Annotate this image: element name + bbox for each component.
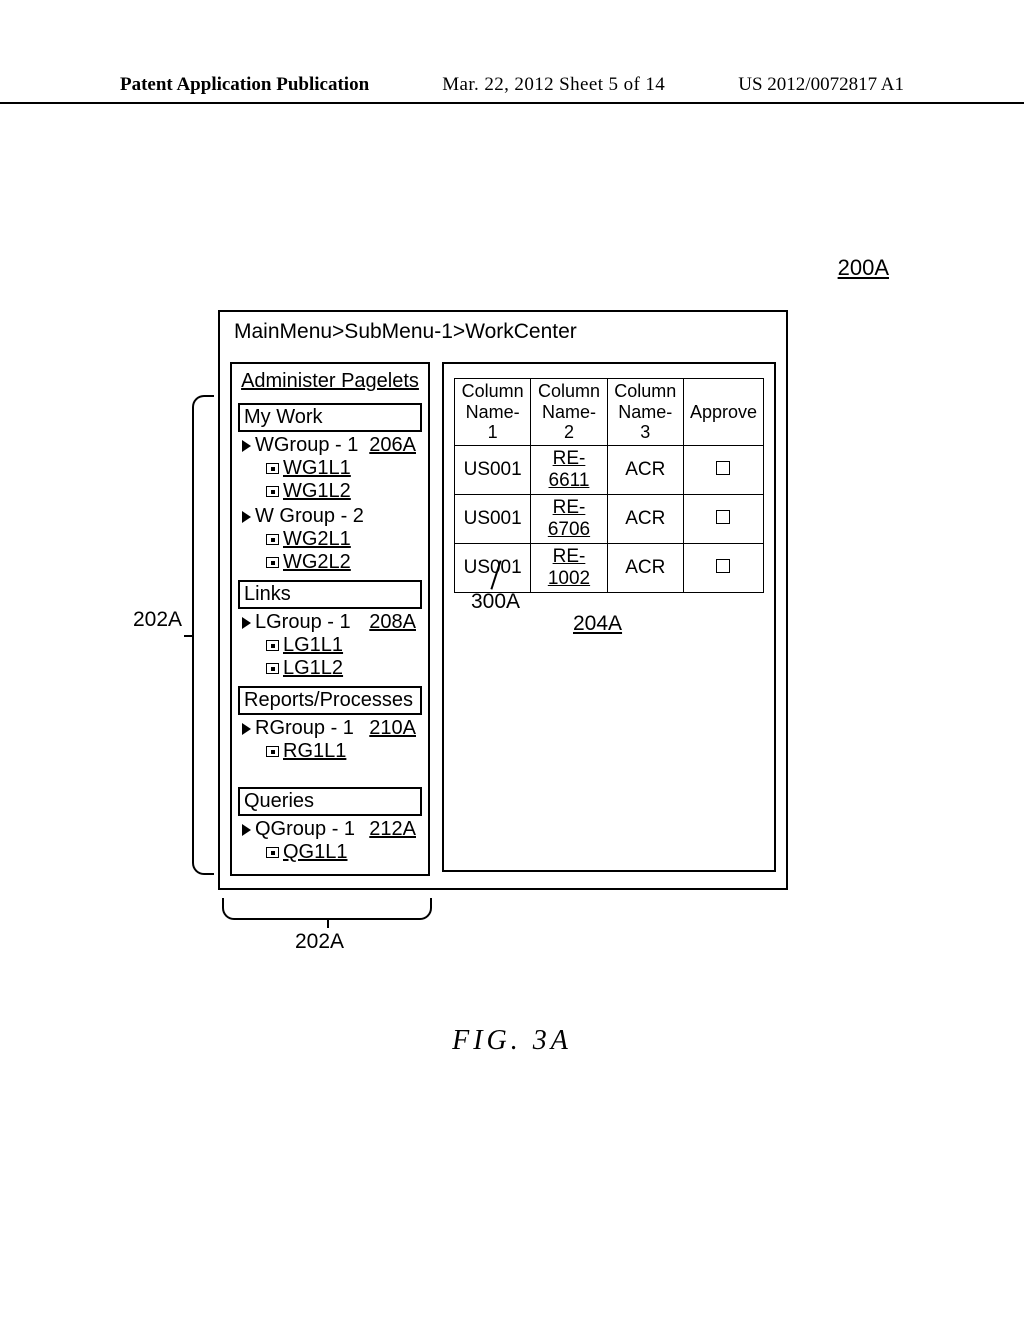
leaf-label: WG1L2	[283, 480, 351, 502]
leaf-label: WG2L1	[283, 528, 351, 550]
group-label: LGroup - 1	[255, 611, 351, 633]
group-qgroup-1[interactable]: QGroup - 1 212A	[238, 816, 422, 841]
ref-212a: 212A	[369, 818, 416, 841]
expand-icon	[242, 723, 251, 735]
breadcrumb[interactable]: MainMenu>SubMenu-1>WorkCenter	[220, 312, 786, 362]
expand-icon	[242, 440, 251, 452]
leaf-qg1l1[interactable]: QG1L1	[238, 841, 422, 864]
col-header-3: Column Name-3	[607, 379, 683, 446]
ref-202a-bottom: 202A	[295, 930, 344, 954]
leaf-label: WG1L1	[283, 457, 351, 479]
leaf-wg2l1[interactable]: WG2L1	[238, 528, 422, 551]
cell-c3: ACR	[607, 446, 683, 495]
ref-206a: 206A	[369, 434, 416, 457]
leaf-label: WG2L2	[283, 551, 351, 573]
group-label: WGroup - 1	[255, 434, 358, 456]
panels-row: Administer Pagelets My Work WGroup - 1 2…	[220, 362, 786, 876]
brace-left-icon	[192, 395, 214, 875]
item-icon	[266, 746, 279, 757]
ref-208a: 208A	[369, 611, 416, 634]
table-row: US001 RE-6611 ACR	[455, 446, 764, 495]
group-label: W Group - 2	[255, 505, 364, 527]
section-header-mywork[interactable]: My Work	[238, 403, 422, 432]
cell-c3: ACR	[607, 495, 683, 544]
group-label: RGroup - 1	[255, 717, 354, 739]
cell-approve	[683, 446, 763, 495]
group-label: QGroup - 1	[255, 818, 355, 840]
item-icon	[266, 663, 279, 674]
leaf-label: RG1L1	[283, 740, 346, 762]
item-icon	[266, 486, 279, 497]
ref-210a: 210A	[369, 717, 416, 740]
col-header-1: Column Name-1	[455, 379, 531, 446]
sidebar-pagelet: Administer Pagelets My Work WGroup - 1 2…	[230, 362, 430, 876]
figure-caption: FIG. 3A	[0, 1025, 1024, 1057]
cell-c1: US001	[455, 495, 531, 544]
section-header-links[interactable]: Links	[238, 580, 422, 609]
cell-approve	[683, 495, 763, 544]
page-header: Patent Application Publication Mar. 22, …	[0, 74, 1024, 104]
cell-link[interactable]: RE-1002	[531, 544, 607, 593]
table-header-row: Column Name-1 Column Name-2 Column Name-…	[455, 379, 764, 446]
section-header-queries[interactable]: Queries	[238, 787, 422, 816]
item-icon	[266, 463, 279, 474]
cell-c3: ACR	[607, 544, 683, 593]
brace-bottom-icon	[222, 898, 432, 920]
leaf-label: LG1L2	[283, 657, 343, 679]
ref-204a: 204A	[573, 612, 622, 636]
group-rgroup-1[interactable]: RGroup - 1 210A	[238, 715, 422, 740]
ref-202a-left: 202A	[133, 608, 182, 632]
cell-c1: US001	[455, 446, 531, 495]
item-icon	[266, 557, 279, 568]
ref-300a: 300A	[471, 590, 520, 614]
header-left: Patent Application Publication	[120, 74, 369, 96]
header-right: US 2012/0072817 A1	[738, 74, 904, 96]
table-row: US001 RE-6706 ACR	[455, 495, 764, 544]
item-icon	[266, 534, 279, 545]
approve-checkbox[interactable]	[716, 461, 730, 475]
col-header-2: Column Name-2	[531, 379, 607, 446]
item-icon	[266, 847, 279, 858]
leaf-wg2l2[interactable]: WG2L2	[238, 551, 422, 574]
cell-link[interactable]: RE-6611	[531, 446, 607, 495]
leaf-lg1l1[interactable]: LG1L1	[238, 634, 422, 657]
leaf-lg1l2[interactable]: LG1L2	[238, 657, 422, 680]
approve-checkbox[interactable]	[716, 510, 730, 524]
leaf-rg1l1[interactable]: RG1L1	[238, 740, 422, 763]
header-center: Mar. 22, 2012 Sheet 5 of 14	[442, 74, 665, 96]
col-header-approve: Approve	[683, 379, 763, 446]
approve-checkbox[interactable]	[716, 559, 730, 573]
expand-icon	[242, 511, 251, 523]
leaf-wg1l1[interactable]: WG1L1	[238, 457, 422, 480]
expand-icon	[242, 824, 251, 836]
table-row: US001 RE-1002 ACR	[455, 544, 764, 593]
section-header-reports[interactable]: Reports/Processes	[238, 686, 422, 715]
expand-icon	[242, 617, 251, 629]
group-wgroup-2[interactable]: W Group - 2	[238, 503, 422, 528]
figure-ref-200a: 200A	[838, 255, 889, 281]
administer-pagelets-link[interactable]: Administer Pagelets	[238, 370, 422, 397]
item-icon	[266, 640, 279, 651]
leaf-label: LG1L1	[283, 634, 343, 656]
group-lgroup-1[interactable]: LGroup - 1 208A	[238, 609, 422, 634]
group-wgroup-1[interactable]: WGroup - 1 206A	[238, 432, 422, 457]
leaf-label: QG1L1	[283, 841, 347, 863]
cell-approve	[683, 544, 763, 593]
cell-link[interactable]: RE-6706	[531, 495, 607, 544]
leaf-wg1l2[interactable]: WG1L2	[238, 480, 422, 503]
